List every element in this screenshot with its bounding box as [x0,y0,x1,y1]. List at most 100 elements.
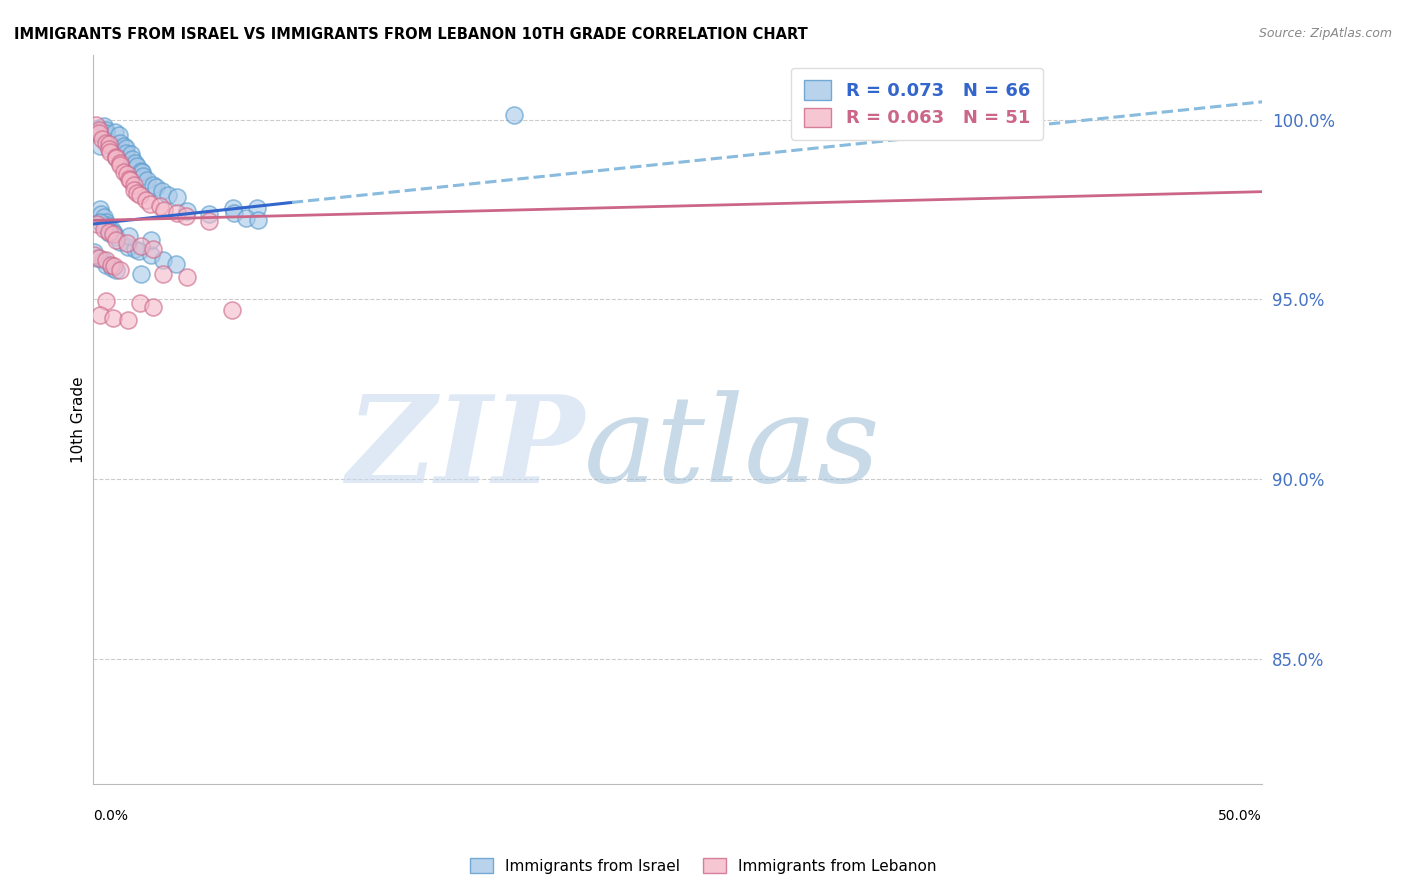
Point [152,267,174,281]
Point [246,212,269,227]
Point [97,226,120,240]
Point [94,220,117,235]
Point [156,187,179,202]
Point [502,107,524,121]
Point [84,125,107,139]
Point [101,227,124,241]
Point [103,143,125,157]
Point [87,120,110,135]
Point [174,210,197,224]
Point [97,137,120,152]
Point [91,253,114,268]
Point [876,110,898,124]
Point [129,296,152,310]
Point [93,210,115,224]
Text: 50.0%: 50.0% [1218,809,1263,823]
Point [122,183,145,197]
Y-axis label: 10th Grade: 10th Grade [72,376,86,463]
Point [87,126,110,140]
Point [101,261,124,276]
Point [105,263,128,277]
Point [115,167,138,181]
Point [142,300,165,314]
Text: ZIP: ZIP [346,390,583,508]
Point [235,211,257,225]
Point [120,147,142,161]
Point [165,257,187,271]
Point [90,207,112,221]
Point [94,253,117,268]
Point [96,123,118,137]
Point [96,218,118,232]
Point [97,225,120,239]
Text: IMMIGRANTS FROM ISRAEL VS IMMIGRANTS FROM LEBANON 10TH GRADE CORRELATION CHART: IMMIGRANTS FROM ISRAEL VS IMMIGRANTS FRO… [14,27,808,42]
Point [105,233,128,247]
Point [132,169,155,183]
Point [86,217,108,231]
Point [139,248,162,262]
Point [117,229,139,244]
Text: 0.0%: 0.0% [93,809,128,823]
Point [96,214,118,228]
Point [90,132,112,146]
Point [84,119,107,133]
Point [110,136,132,150]
Point [125,159,148,173]
Point [120,172,142,186]
Text: atlas: atlas [583,391,880,508]
Point [93,222,115,236]
Point [94,127,117,141]
Point [105,230,128,244]
Point [97,219,120,234]
Point [97,135,120,149]
Point [103,260,125,274]
Point [103,226,125,240]
Point [142,242,165,256]
Point [198,207,221,221]
Point [115,141,138,155]
Text: Source: ZipAtlas.com: Source: ZipAtlas.com [1258,27,1392,40]
Point [124,155,146,169]
Point [142,178,165,192]
Point [89,215,111,229]
Point [176,203,198,218]
Point [122,178,145,192]
Point [221,302,243,317]
Point [83,245,105,260]
Point [117,235,139,250]
Point [94,294,117,309]
Point [128,188,150,202]
Point [104,150,127,164]
Point [94,136,117,150]
Point [112,164,135,178]
Point [89,139,111,153]
Point [129,239,152,253]
Point [176,270,198,285]
Point [224,206,246,220]
Point [112,139,135,153]
Point [124,242,146,256]
Point [152,252,174,267]
Point [108,156,131,170]
Legend: Immigrants from Israel, Immigrants from Lebanon: Immigrants from Israel, Immigrants from … [464,852,942,880]
Point [129,267,152,281]
Point [89,308,111,322]
Point [198,214,221,228]
Point [131,165,153,179]
Point [115,146,138,161]
Point [139,233,162,247]
Point [149,199,172,213]
Point [128,244,150,259]
Point [166,190,188,204]
Point [121,152,143,166]
Point [153,202,176,217]
Point [136,173,159,187]
Point [101,311,124,326]
Legend: R = 0.073   N = 66, R = 0.063   N = 51: R = 0.073 N = 66, R = 0.063 N = 51 [792,68,1043,140]
Point [87,123,110,137]
Point [100,258,122,272]
Point [105,150,128,164]
Point [104,125,127,139]
Point [108,235,131,249]
Point [125,186,148,201]
